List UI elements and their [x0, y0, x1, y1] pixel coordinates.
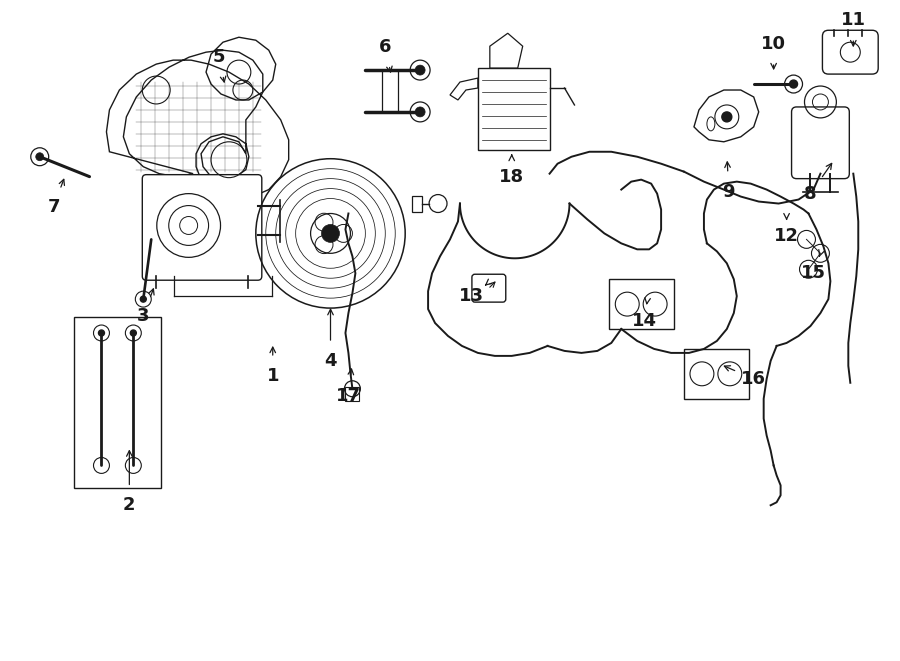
Text: 11: 11 — [841, 11, 866, 29]
Text: 3: 3 — [137, 307, 149, 325]
Circle shape — [98, 330, 104, 336]
Circle shape — [415, 65, 425, 75]
Bar — [346, 387, 359, 401]
FancyBboxPatch shape — [823, 30, 878, 74]
Bar — [412, 196, 422, 212]
Circle shape — [36, 153, 44, 161]
Bar — [478, 68, 550, 150]
Text: 13: 13 — [459, 287, 484, 305]
FancyBboxPatch shape — [792, 107, 850, 178]
Text: 14: 14 — [632, 312, 657, 330]
Circle shape — [321, 225, 339, 243]
Text: 15: 15 — [801, 264, 826, 282]
Bar — [74, 317, 161, 488]
Bar — [609, 279, 674, 329]
Circle shape — [722, 112, 732, 122]
Text: 9: 9 — [723, 182, 735, 200]
Text: 1: 1 — [266, 367, 279, 385]
Text: 16: 16 — [742, 369, 766, 388]
Text: 2: 2 — [123, 496, 136, 514]
Bar — [684, 349, 749, 399]
Circle shape — [140, 296, 147, 302]
Circle shape — [415, 107, 425, 117]
FancyBboxPatch shape — [472, 274, 506, 302]
Text: 6: 6 — [379, 38, 392, 56]
Text: 7: 7 — [48, 198, 60, 215]
Text: 12: 12 — [774, 227, 799, 245]
Circle shape — [130, 330, 136, 336]
Text: 5: 5 — [212, 48, 225, 66]
Text: 8: 8 — [805, 184, 817, 202]
FancyBboxPatch shape — [142, 175, 262, 280]
Circle shape — [789, 80, 797, 88]
Text: 17: 17 — [336, 387, 361, 405]
Text: 10: 10 — [761, 35, 786, 53]
Text: 4: 4 — [324, 352, 337, 370]
Text: 18: 18 — [500, 168, 525, 186]
